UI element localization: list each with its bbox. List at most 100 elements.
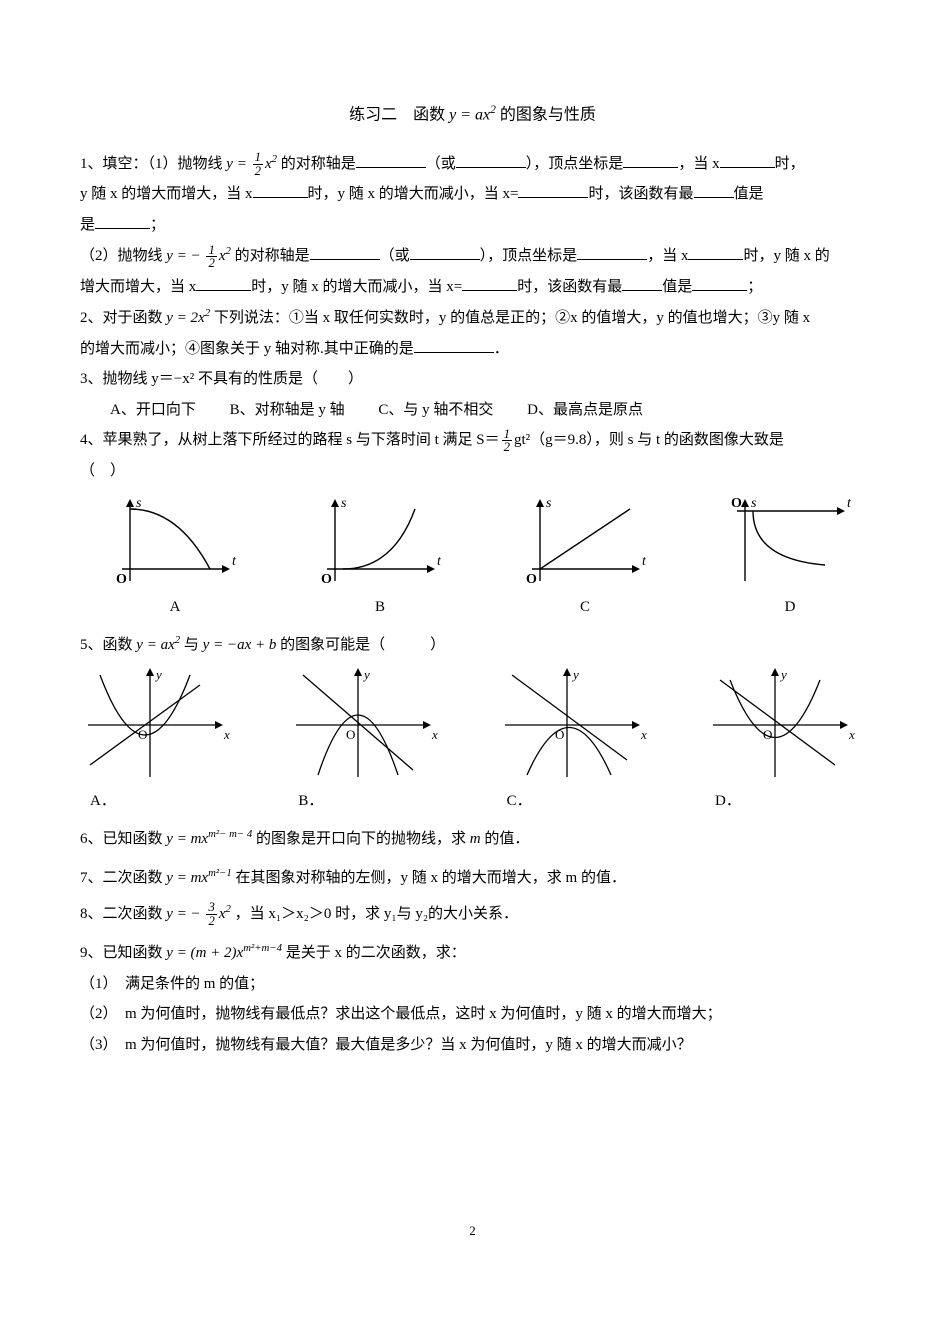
blank bbox=[518, 182, 588, 198]
svg-text:O: O bbox=[555, 727, 564, 742]
svg-text:x: x bbox=[223, 727, 230, 742]
q3-optA: A、开口向下 bbox=[110, 396, 196, 425]
q1-eq: = bbox=[233, 156, 251, 172]
svg-text:t: t bbox=[232, 554, 237, 569]
q3-a: 3、抛物线 y＝−x² 不具有的性质是（ ） bbox=[80, 371, 363, 387]
blank bbox=[577, 244, 647, 260]
q5-ax1: ax bbox=[161, 637, 175, 653]
q5-label: A． bbox=[80, 787, 240, 816]
q1-frac-den: 2 bbox=[253, 164, 263, 178]
blank bbox=[622, 275, 662, 291]
q3-optC: C、与 y 轴不相交 bbox=[378, 396, 493, 425]
svg-text:O: O bbox=[138, 727, 147, 742]
q4: 4、苹果熟了，从树上落下所经过的路程 s 与下落时间 t 满足 S＝12gt²（… bbox=[80, 426, 865, 455]
q9-a: 9、已知函数 bbox=[80, 945, 166, 961]
q4-c: （ ） bbox=[80, 463, 125, 479]
q1-frac-num: 1 bbox=[253, 151, 263, 164]
title-eq: = bbox=[456, 106, 475, 123]
q1p2-a: 的对称轴是 bbox=[231, 248, 310, 264]
q1p2-l2e: ； bbox=[747, 279, 762, 295]
q6-y: y bbox=[166, 831, 173, 847]
svg-text:s: s bbox=[546, 496, 552, 511]
q7-m: mx bbox=[191, 870, 209, 886]
q7: 7、二次函数 y = mxm²−1 在其图象对称轴的左侧，y 随 x 的增大而增… bbox=[80, 863, 865, 893]
q8-den: 2 bbox=[206, 914, 216, 928]
svg-text:O: O bbox=[116, 572, 127, 587]
q5-b2: + b bbox=[251, 637, 276, 653]
svg-text:s: s bbox=[751, 496, 757, 511]
q1p2-l2a: 增大而增大，当 x bbox=[80, 279, 196, 295]
q1p2-frac: 12 bbox=[206, 244, 216, 271]
blank bbox=[688, 244, 743, 260]
q5-b: 的图象可能是（ ） bbox=[276, 637, 445, 653]
q1-y: y bbox=[226, 156, 233, 172]
q1p2-l2b: 时，y 随 x 的增大而减小，当 x= bbox=[251, 279, 462, 295]
q4-frac: 12 bbox=[502, 428, 512, 455]
q1-part2: （2）抛物线 y = − 12x2 的对称轴是（或），顶点坐标是，当 x时，y … bbox=[80, 241, 865, 271]
q6-a: 6、已知函数 bbox=[80, 831, 166, 847]
q1p2-c: ），顶点坐标是 bbox=[480, 248, 578, 264]
svg-text:t: t bbox=[437, 554, 442, 569]
q9-1-text: （1） 满足条件的 m 的值； bbox=[80, 976, 264, 992]
q1-l2e: ； bbox=[150, 217, 165, 233]
blank bbox=[456, 152, 526, 168]
q5-chart-B: yxOB． bbox=[288, 665, 448, 816]
q1-l2c: 时，该函数有最 bbox=[588, 186, 693, 202]
q2-b: 下列说法：①当 x 取任何实数时，y 的值总是正的；②x 的值增大，y 的值也增… bbox=[210, 310, 810, 326]
q4-chart-A: s t OA bbox=[110, 491, 240, 622]
q9-eq: = ( bbox=[173, 945, 196, 961]
q1p2-l2d: 值是 bbox=[662, 279, 692, 295]
blank bbox=[694, 182, 734, 198]
q4-den: 2 bbox=[502, 440, 512, 454]
title-prefix: 练习二 函数 bbox=[349, 106, 449, 123]
q5-eq2: = − bbox=[209, 637, 237, 653]
svg-text:s: s bbox=[136, 496, 142, 511]
q4-label: A bbox=[110, 593, 240, 622]
q8-frac: 32 bbox=[206, 901, 216, 928]
q5: 5、函数 y = ax2 与 y = −ax + b 的图象可能是（ ） bbox=[80, 630, 865, 660]
svg-text:x: x bbox=[640, 727, 647, 742]
q8-y: y bbox=[166, 906, 173, 922]
svg-text:y: y bbox=[779, 667, 787, 682]
svg-text:x: x bbox=[431, 727, 438, 742]
blank bbox=[253, 182, 308, 198]
blank bbox=[414, 337, 494, 353]
q5-charts: yxOA．yxOB．yxOC．yxOD． bbox=[80, 661, 865, 816]
q1-b: （或 bbox=[426, 156, 456, 172]
blank bbox=[410, 244, 480, 260]
q1p2-b: （或 bbox=[380, 248, 410, 264]
q1-part2-line2: 增大而增大，当 x 时，y 随 x 的增大而减小，当 x= 时，该函数有最 值是 ； bbox=[80, 273, 865, 302]
q5-y1: y bbox=[136, 637, 143, 653]
blank bbox=[310, 244, 380, 260]
q9-2: （2） m 为何值时，抛物线有最低点？求出这个最低点，这时 x 为何值时，y 随… bbox=[80, 1000, 865, 1029]
q6-mvar: m bbox=[470, 831, 481, 847]
q8-eq: = − bbox=[173, 906, 205, 922]
q2-line2: 的增大而减小；④图象关于 y 轴对称.其中正确的是． bbox=[80, 335, 865, 364]
q8-b: ，当 x₁＞x₂＞0 时，求 y₁与 y₂的大小关系． bbox=[231, 906, 518, 922]
blank bbox=[623, 152, 678, 168]
q5-chart-D: yxOD． bbox=[705, 665, 865, 816]
q5-chart-C: yxOC． bbox=[497, 665, 657, 816]
q1-part1: 1、填空：（1）抛物线 y = 12x2 的对称轴是（或），顶点坐标是，当 x时… bbox=[80, 149, 865, 179]
blank bbox=[720, 152, 775, 168]
svg-text:O: O bbox=[321, 572, 332, 587]
q1p2-e: 时，y 随 x 的 bbox=[743, 248, 829, 264]
q1p2-l2c: 时，该函数有最 bbox=[517, 279, 622, 295]
q1-frac: 12 bbox=[253, 151, 263, 178]
svg-text:t: t bbox=[847, 496, 852, 511]
q1p2-neg: − bbox=[187, 248, 205, 264]
q4-charts: stOAstOBstOCstOD bbox=[80, 487, 865, 622]
q1p2-d: ，当 x bbox=[647, 248, 688, 264]
blank bbox=[462, 275, 517, 291]
blank bbox=[692, 275, 747, 291]
q2: 2、对于函数 y = 2x2 下列说法：①当 x 取任何实数时，y 的值总是正的… bbox=[80, 303, 865, 333]
q1-l2b: 时，y 随 x 的增大而减小，当 x= bbox=[308, 186, 519, 202]
q9-3: （3） m 为何值时，抛物线有最大值？最大值是多少？当 x 为何值时，y 随 x… bbox=[80, 1031, 865, 1060]
q1-d: ，当 x bbox=[678, 156, 719, 172]
q6: 6、已知函数 y = mxm²− m− 4 的图象是开口向下的抛物线，求 m 的… bbox=[80, 824, 865, 854]
q2-d: ． bbox=[494, 341, 509, 357]
q6-m: mx bbox=[191, 831, 209, 847]
q1-e: 时， bbox=[775, 156, 805, 172]
title-ax: ax bbox=[475, 106, 490, 123]
q9-b: 是关于 x 的二次函数，求： bbox=[282, 945, 466, 961]
